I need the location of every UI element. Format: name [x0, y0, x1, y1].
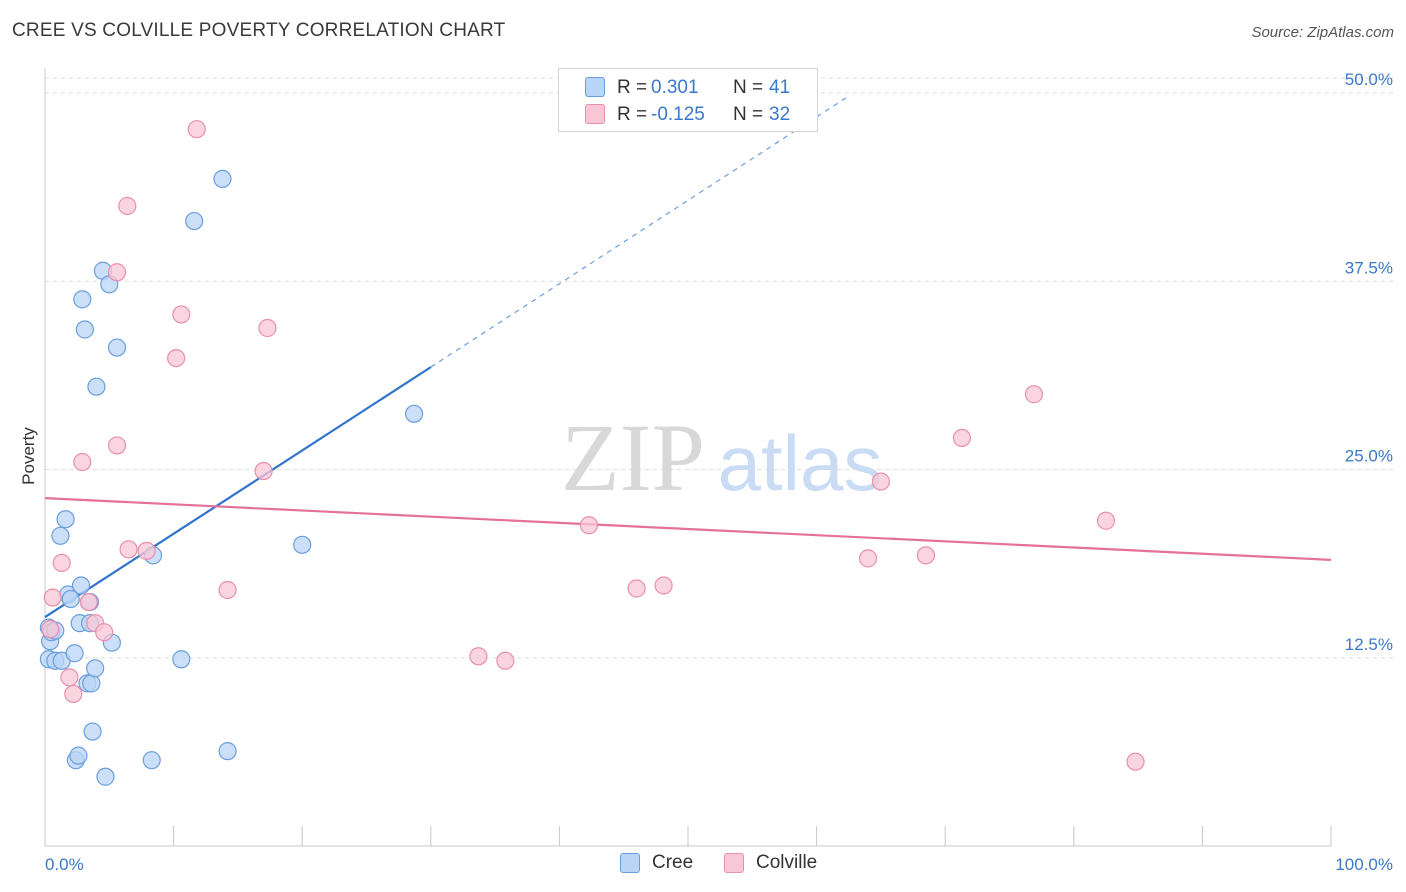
- y-axis-label: Poverty: [19, 427, 38, 485]
- r-label: R =: [617, 104, 648, 125]
- cree-point: [73, 290, 92, 309]
- cree-point: [172, 650, 191, 669]
- cree-trend-line: [44, 366, 432, 619]
- y-tick-label: 37.5%: [1345, 258, 1393, 277]
- cree-point: [71, 576, 91, 595]
- cree-point: [51, 526, 70, 545]
- y-tick-label: 25.0%: [1345, 447, 1393, 466]
- colville-point: [41, 620, 60, 639]
- colville-point: [871, 472, 891, 491]
- colville-point: [107, 263, 127, 282]
- cree-point: [213, 169, 232, 188]
- colville-point: [118, 196, 137, 216]
- colville-point: [119, 540, 138, 559]
- r-label: R =: [617, 77, 648, 98]
- colville-point: [1096, 511, 1116, 530]
- x-tick-label: 0.0%: [45, 855, 84, 874]
- cree-point: [185, 211, 204, 231]
- cree-point: [218, 742, 237, 761]
- colville-point: [858, 549, 878, 568]
- cree-swatch: [620, 853, 640, 873]
- colville-swatch: [724, 853, 744, 873]
- colville-swatch: [585, 104, 605, 124]
- y-tick-label: 12.5%: [1345, 635, 1393, 654]
- colville-point: [952, 428, 972, 448]
- chart-title: CREE VS COLVILLE POVERTY CORRELATION CHA…: [12, 20, 506, 41]
- data-points: [39, 120, 1145, 786]
- legend-label: Colville: [756, 852, 818, 873]
- legend-label: Cree: [652, 852, 694, 873]
- colville-point: [1126, 752, 1145, 771]
- cree-point: [82, 674, 101, 693]
- n-label: N =: [733, 77, 764, 98]
- colville-point: [172, 305, 191, 324]
- cree-point: [96, 767, 115, 786]
- colville-point: [73, 452, 92, 472]
- axes: [44, 68, 1332, 847]
- watermark: ZIP atlas: [561, 404, 882, 511]
- colville-point: [79, 592, 98, 612]
- cree-point: [83, 722, 102, 741]
- y-tick-label: 50.0%: [1345, 70, 1393, 89]
- n-value: 41: [769, 77, 791, 98]
- source-credit: Source: ZipAtlas.com: [1251, 24, 1394, 41]
- colville-point: [137, 541, 156, 560]
- cree-point: [404, 404, 424, 423]
- cree-point: [107, 338, 127, 357]
- cree-point: [56, 510, 75, 529]
- cree-point: [65, 644, 84, 663]
- legend-row-cree: R = 0.301 N = 41: [559, 75, 817, 101]
- colville-point: [95, 623, 114, 642]
- cree-point: [86, 659, 105, 678]
- colville-point: [654, 576, 673, 595]
- correlation-legend: R = 0.301 N = 41 R = -0.125 N = 32: [558, 68, 818, 132]
- cree-point: [293, 535, 312, 554]
- grid-lines: [45, 77, 1394, 659]
- colville-point: [579, 516, 599, 535]
- colville-point: [254, 461, 273, 481]
- colville-point: [496, 651, 515, 670]
- colville-point: [627, 579, 646, 598]
- colville-point: [469, 647, 488, 666]
- colville-point: [43, 588, 62, 607]
- colville-point: [167, 348, 186, 368]
- colville-point: [60, 668, 79, 687]
- colville-point: [1024, 385, 1044, 404]
- cree-point: [75, 320, 94, 339]
- axis-labels: Poverty 12.5% 25.0% 37.5% 50.0% 0.0% 100.0%: [19, 70, 1393, 874]
- r-value: -0.125: [651, 104, 705, 125]
- colville-point: [258, 318, 277, 338]
- colville-point: [107, 436, 127, 455]
- cree-point: [142, 751, 161, 770]
- colville-point: [916, 546, 936, 565]
- watermark-atlas: atlas: [718, 419, 883, 507]
- watermark-zip: ZIP: [561, 404, 705, 511]
- colville-point: [64, 684, 83, 704]
- x-tick-label: 100.0%: [1335, 855, 1393, 874]
- colville-point: [52, 553, 71, 572]
- colville-point: [187, 120, 206, 139]
- trend-lines: [44, 95, 1332, 619]
- cree-point: [61, 589, 80, 609]
- cree-point: [69, 746, 88, 765]
- cree-swatch: [585, 77, 605, 97]
- n-value: 32: [769, 104, 791, 125]
- cree-trend-extension: [430, 95, 850, 368]
- colville-point: [218, 580, 237, 600]
- n-label: N =: [733, 104, 764, 125]
- legend-row-colville: R = -0.125 N = 32: [559, 102, 817, 128]
- colville-trend-line: [44, 497, 1332, 561]
- cree-point: [87, 377, 106, 396]
- r-value: 0.301: [651, 77, 699, 98]
